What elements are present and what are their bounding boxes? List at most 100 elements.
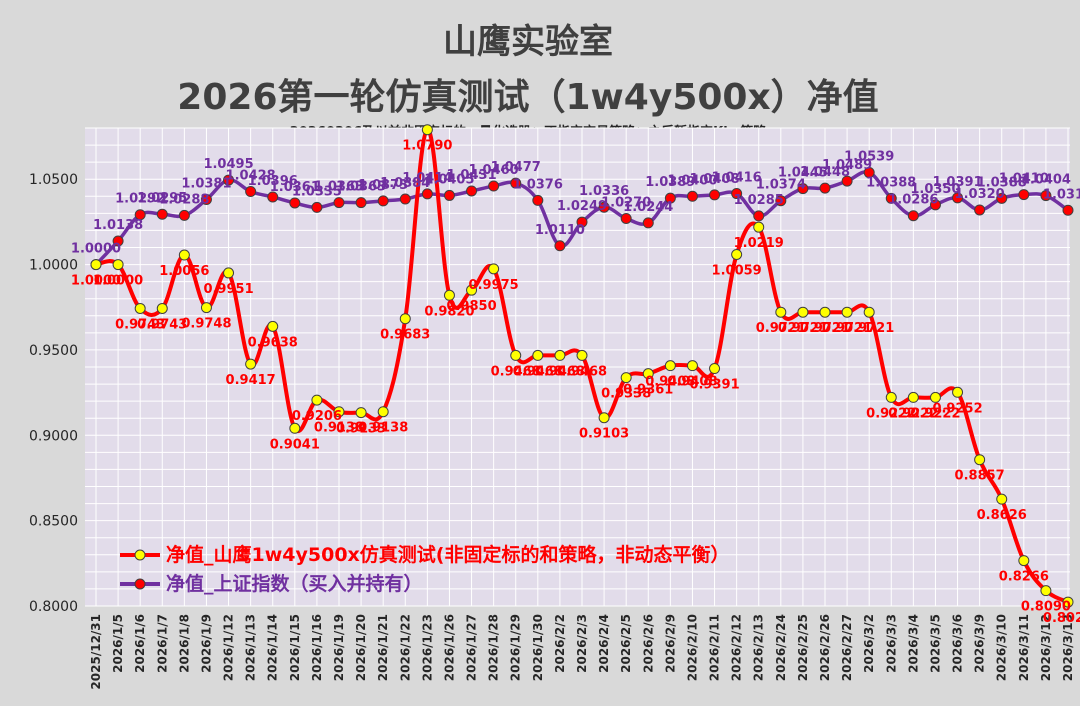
index-data-label: 1.0388 <box>866 175 916 190</box>
index-data-label: 1.0363 <box>336 180 386 195</box>
strategy-data-label: 0.9338 <box>601 387 651 402</box>
index-point <box>797 183 809 195</box>
chart-title: 山鹰实验室 <box>443 22 613 62</box>
x-tick-label: 2026/2/2 <box>553 614 567 673</box>
x-tick-label: 2026/1/30 <box>531 614 545 681</box>
x-tick-label: 2026/3/9 <box>973 614 987 673</box>
index-data-label: 1.0445 <box>778 166 828 181</box>
index-data-label: 1.0381 <box>181 177 231 192</box>
strategy-point <box>245 358 257 370</box>
legend-swatch-marker <box>134 549 146 561</box>
strategy-point <box>399 313 411 325</box>
index-point <box>178 209 190 221</box>
strategy-data-label: 0.9222 <box>866 406 916 421</box>
index-data-label: 1.0376 <box>513 177 563 192</box>
strategy-data-label: 1.0790 <box>402 139 452 154</box>
strategy-data-label: 1.0056 <box>159 264 209 279</box>
x-tick-label: 2026/3/6 <box>951 614 965 673</box>
strategy-point <box>112 259 124 271</box>
index-data-label: 1.0335 <box>292 184 342 199</box>
strategy-point <box>532 349 544 361</box>
x-tick-label: 2026/1/12 <box>222 614 236 681</box>
strategy-data-label: 0.9683 <box>380 328 430 343</box>
strategy-point <box>488 263 500 275</box>
strategy-data-label: 0.8090 <box>1021 600 1071 615</box>
index-data-label: 1.0396 <box>248 174 298 189</box>
y-tick-label: 0.9000 <box>29 428 78 444</box>
x-tick-label: 2026/2/25 <box>796 614 810 681</box>
strategy-data-label: 0.9206 <box>292 409 342 424</box>
x-tick-label: 2026/1/15 <box>288 614 302 681</box>
index-point <box>289 197 301 209</box>
strategy-data-label: 0.9721 <box>822 321 872 336</box>
x-tick-label: 2026/1/21 <box>376 614 390 681</box>
index-data-label: 1.0404 <box>1021 173 1071 188</box>
index-data-label: 1.0295 <box>137 191 187 206</box>
strategy-point <box>554 349 566 361</box>
strategy-point <box>907 391 919 403</box>
strategy-data-label: 0.9133 <box>336 422 386 437</box>
strategy-data-label: 0.9748 <box>181 317 231 332</box>
strategy-data-label: 0.9820 <box>424 304 474 319</box>
index-data-label: 1.0389 <box>645 175 695 190</box>
legend-item-index: 净值_上证指数（买入并持有） <box>120 572 423 595</box>
index-point <box>929 199 941 211</box>
strategy-point <box>289 422 301 434</box>
y-tick-label: 0.8500 <box>29 514 78 530</box>
strategy-data-label: 0.9468 <box>557 364 607 379</box>
strategy-point <box>841 306 853 318</box>
strategy-data-label: 0.9468 <box>491 364 541 379</box>
x-tick-label: 2026/2/10 <box>685 614 699 681</box>
strategy-point <box>156 302 168 314</box>
index-point <box>532 194 544 206</box>
x-tick-label: 2026/1/20 <box>354 614 368 681</box>
strategy-data-label: 0.9468 <box>513 364 563 379</box>
index-point <box>488 180 500 192</box>
index-point <box>1062 204 1074 216</box>
x-tick-label: 2026/2/26 <box>818 614 832 681</box>
strategy-point <box>885 391 897 403</box>
x-tick-label: 2026/1/16 <box>310 614 324 681</box>
strategy-data-label: 0.8266 <box>999 570 1049 585</box>
strategy-data-label: 0.9408 <box>645 375 695 390</box>
index-point <box>620 212 632 224</box>
index-data-label: 1.0138 <box>93 218 143 233</box>
x-tick-label: 2026/3/3 <box>884 614 898 673</box>
strategy-data-label: 1.0000 <box>71 274 121 289</box>
strategy-data-label: 1.0059 <box>712 263 762 278</box>
strategy-point <box>929 391 941 403</box>
x-tick-label: 2026/1/29 <box>509 614 523 681</box>
index-point <box>443 189 455 201</box>
x-tick-label: 2026/2/27 <box>840 614 854 681</box>
x-tick-label: 2026/2/11 <box>708 614 722 681</box>
index-data-label: 1.0477 <box>491 160 541 175</box>
strategy-point <box>1018 555 1030 567</box>
strategy-data-label: 0.9222 <box>910 406 960 421</box>
x-tick-label: 2026/1/7 <box>155 614 169 673</box>
strategy-point <box>267 320 279 332</box>
x-axis: 2025/12/31 2026/1/5 2026/1/6 2026/1/7 2026/1… <box>89 614 1075 690</box>
legend-label-index: 净值_上证指数（买入并持有） <box>166 572 423 595</box>
x-tick-label: 2026/2/4 <box>597 614 611 673</box>
data-labels: 1.00001.01381.02921.02951.02881.03811.04… <box>71 139 1080 626</box>
legend-item-strategy: 净值_山鹰1w4y500x仿真测试(非固定标的和策略，非动态平衡） <box>120 543 729 566</box>
x-tick-label: 2026/1/6 <box>133 614 147 673</box>
strategy-point <box>200 302 212 314</box>
x-tick-label: 2026/3/11 <box>1017 614 1031 681</box>
strategy-point <box>355 407 367 419</box>
index-data-label: 1.0320 <box>955 187 1005 202</box>
strategy-data-label: 0.9638 <box>248 335 298 350</box>
index-data-label: 1.0408 <box>689 172 739 187</box>
index-point <box>267 191 279 203</box>
x-tick-label: 2026/3/10 <box>995 614 1009 681</box>
strategy-point <box>178 249 190 261</box>
index-data-label: 1.0270 <box>601 195 651 210</box>
legend-swatch-marker <box>134 578 146 590</box>
x-tick-label: 2026/1/27 <box>465 614 479 681</box>
index-point <box>355 197 367 209</box>
x-tick-label: 2026/2/9 <box>663 614 677 673</box>
strategy-point <box>421 124 433 136</box>
strategy-point <box>974 454 986 466</box>
index-point <box>1018 189 1030 201</box>
y-tick-label: 1.0500 <box>29 172 78 188</box>
